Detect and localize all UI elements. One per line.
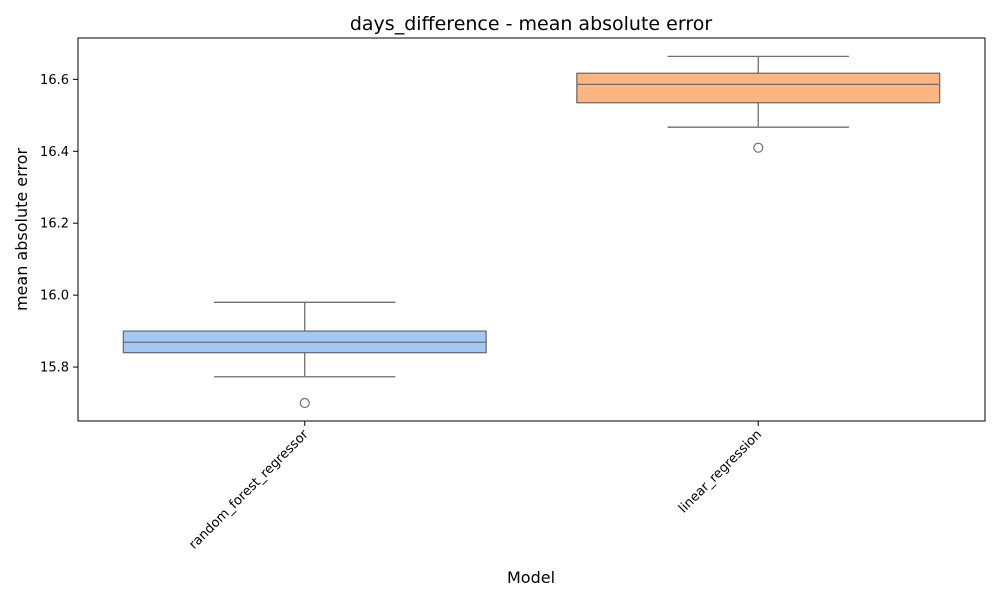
x-axis-label: Model	[507, 568, 555, 587]
y-tick-label: 16.4	[40, 145, 69, 160]
y-tick-label: 16.0	[40, 289, 69, 304]
y-tick-label: 15.8	[40, 361, 69, 376]
plot-frame	[77, 37, 986, 422]
x-tick-label: linear_regression	[676, 427, 765, 516]
y-tick-label: 16.6	[40, 73, 69, 88]
outlier-point	[753, 142, 764, 153]
outlier-point	[299, 397, 310, 409]
box-linear_regression	[576, 72, 941, 104]
plot-area: 15.8 16.0 16.2 16.4 16.6 random_forest_regres…	[40, 37, 986, 553]
chart-title: days_difference - mean absolute error	[350, 13, 712, 35]
y-axis-label: mean absolute error	[12, 148, 31, 311]
y-tick-label: 16.2	[40, 217, 69, 232]
x-tick-label: random_forest_regressor	[186, 427, 312, 553]
